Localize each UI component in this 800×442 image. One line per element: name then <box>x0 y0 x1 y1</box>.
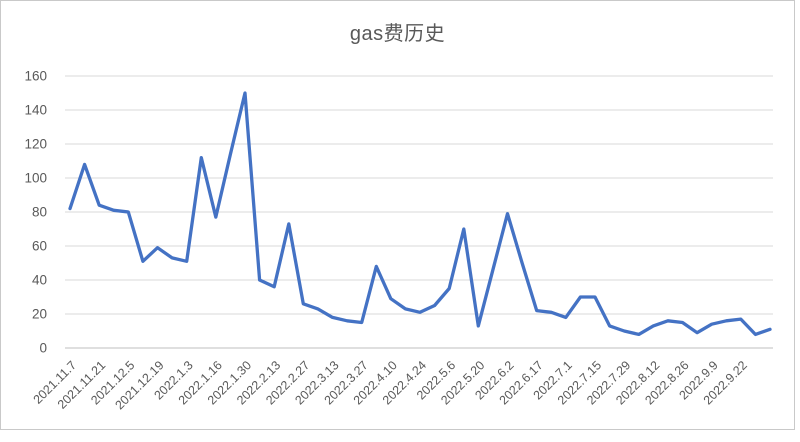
y-tick-label: 100 <box>24 171 47 186</box>
y-tick-label: 60 <box>32 239 47 254</box>
data-series-line <box>68 91 772 337</box>
y-axis-labels-group: 0 20 40 60 80 100 120 140 160 <box>24 69 47 356</box>
y-tick-label: 40 <box>32 273 47 288</box>
gridlines-group <box>65 75 773 349</box>
chart-border <box>0 0 795 430</box>
y-tick-label: 20 <box>32 307 47 322</box>
chart-title: gas费历史 <box>349 23 446 45</box>
y-tick-label: 80 <box>32 205 47 220</box>
y-tick-label: 140 <box>24 103 47 118</box>
y-tick-label: 120 <box>24 137 47 152</box>
x-axis-labels-group: 2021.11.72021.11.212021.12.52021.12.1920… <box>31 358 750 412</box>
y-tick-label: 160 <box>24 69 47 84</box>
y-tick-label: 0 <box>39 341 47 356</box>
